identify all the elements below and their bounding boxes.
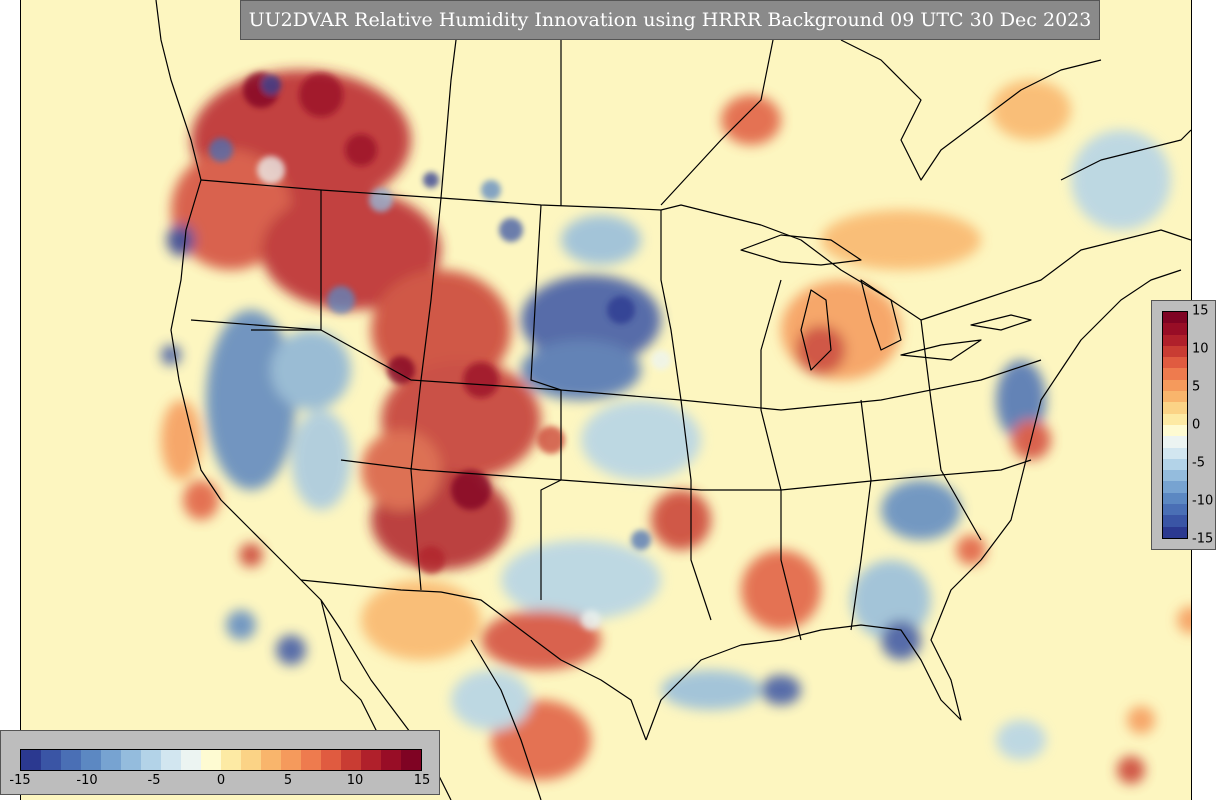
colorbar-segment [321, 750, 341, 770]
colorbar-segment [21, 750, 41, 770]
colorbar-segment [1163, 515, 1187, 527]
lake-erie [900, 339, 982, 361]
colorbar-segment [81, 750, 101, 770]
northeast-coast [1060, 129, 1191, 181]
colorbar-tick-label: 0 [216, 773, 226, 788]
colorbar-tick-label: 5 [283, 773, 293, 788]
colorbar-segment [161, 750, 181, 770]
colorbar-segment [1163, 368, 1187, 380]
colorbar-segment [121, 750, 141, 770]
colorbar-tick-label: -10 [1192, 493, 1214, 509]
colorbar-segment [1163, 413, 1187, 425]
colorbar-segment [181, 750, 201, 770]
colorbar-tick-label: 5 [1192, 379, 1201, 395]
lake-superior [740, 234, 862, 266]
plot-title: UU2DVAR Relative Humidity Innovation usi… [240, 0, 1100, 40]
horizontal-colorbar: -15 -10 -5 0 5 10 15 [0, 730, 440, 795]
colorbar-segment [1163, 424, 1187, 437]
colorbar-segment [101, 750, 121, 770]
state-line-5 [190, 319, 1042, 411]
colorbar-segment [1163, 391, 1187, 403]
colorbar-segment [1163, 481, 1187, 493]
colorbar-segment [1163, 492, 1187, 505]
west-coastline [155, 0, 452, 800]
colorbar-tick-label: 15 [1192, 303, 1209, 319]
innovation-field-map [21, 0, 1191, 800]
lake-ontario [970, 314, 1032, 331]
state-line-9 [920, 319, 982, 541]
colorbar-segment [1163, 379, 1187, 392]
colorbar-segment [141, 750, 161, 770]
colorbar-tick-label: 10 [346, 773, 364, 788]
lake-huron [860, 279, 902, 351]
colorbar-segment [1163, 504, 1187, 516]
colorbar-segment [261, 750, 281, 770]
colorbar-segment [1163, 470, 1187, 482]
colorbar-segment [241, 750, 261, 770]
colorbar-segment [1163, 526, 1187, 538]
colorbar-segment [301, 750, 321, 770]
colorbar-segment [401, 750, 421, 770]
colorbar-segment [381, 750, 401, 770]
colorbar-segment [1163, 323, 1187, 335]
colorbar-segment [221, 750, 241, 770]
colorbar-segment [281, 750, 301, 770]
colorbar-segment [361, 750, 381, 770]
colorbar-segment [1163, 436, 1187, 448]
hudson-bay-coast [840, 39, 1102, 181]
colorbar-segment [341, 750, 361, 770]
mexico-interior-line [470, 639, 542, 800]
colorbar-tick-label: -10 [76, 773, 98, 788]
colorbar-tick-label: 15 [413, 773, 431, 788]
colorbar-segment [1163, 458, 1187, 471]
colorbar-segment [1163, 312, 1187, 324]
colorbar-segment [1163, 357, 1187, 369]
colorbar-tick-label: -15 [1192, 531, 1214, 547]
state-line-7 [760, 279, 802, 641]
gulf-coastline [645, 269, 1182, 741]
colorbar-segment [1163, 447, 1187, 459]
colorbar-segment [41, 750, 61, 770]
canada-province-line-3 [660, 0, 782, 206]
state-line-2 [410, 197, 442, 591]
lake-michigan [800, 289, 832, 371]
colorbar-tick-label: -5 [1192, 455, 1205, 471]
fine-texture [209, 72, 671, 630]
colorbar-segment [1163, 345, 1187, 358]
state-line-6 [340, 459, 1032, 491]
state-line-8 [850, 399, 872, 631]
colorbar-tick-label: -5 [147, 773, 161, 788]
colorbar-segment [1163, 334, 1187, 346]
boundary-lines [155, 0, 1191, 800]
colorbar-tick-label: -15 [9, 773, 31, 788]
horizontal-colorbar-scale [20, 749, 422, 771]
colorbar-tick-label: 0 [1192, 417, 1201, 433]
colorbar-segment [201, 750, 221, 770]
vertical-colorbar: 15 10 5 0 -5 -10 -15 [1151, 300, 1216, 550]
colorbar-segment [61, 750, 81, 770]
colorbar-tick-label: 10 [1192, 341, 1209, 357]
vertical-colorbar-scale [1162, 311, 1188, 539]
colorbar-segment [1163, 402, 1187, 414]
us-mexico-border [300, 579, 647, 741]
map-panel [20, 0, 1192, 800]
